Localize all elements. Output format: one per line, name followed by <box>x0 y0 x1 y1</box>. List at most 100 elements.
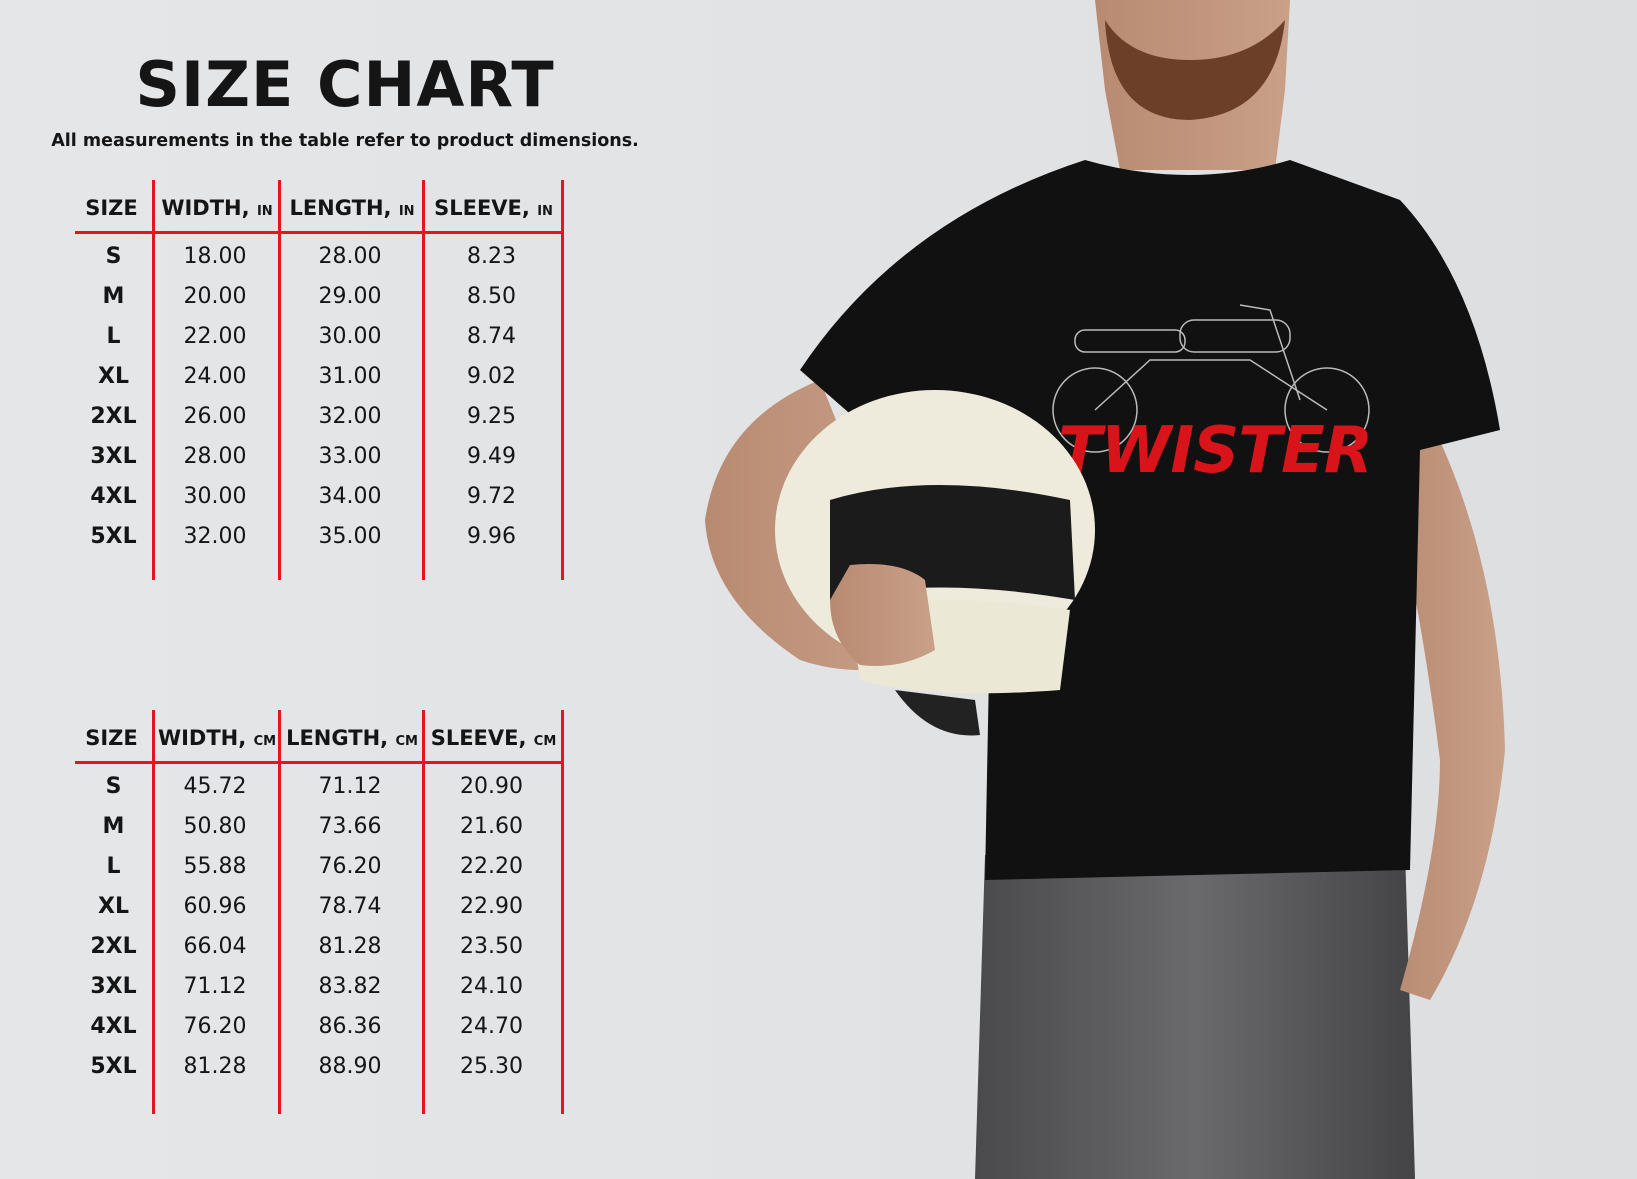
column-divider <box>561 710 564 1114</box>
size-label: M <box>102 284 125 309</box>
measurement-cell: 28.00 <box>318 244 382 269</box>
measurement-cell: 34.00 <box>318 484 382 509</box>
measurement-cell: 24.10 <box>460 974 523 999</box>
size-label: 3XL <box>90 974 137 999</box>
column-header-label: WIDTH, <box>157 726 247 750</box>
measurement-cell: 66.04 <box>183 934 247 959</box>
measurement-cell: 81.28 <box>183 1054 247 1079</box>
measurement-cell: 32.00 <box>318 404 382 429</box>
size-label: S <box>105 244 122 269</box>
size-label: 4XL <box>90 484 137 509</box>
measurement-cell: 45.72 <box>183 774 247 799</box>
size-label: L <box>106 324 121 349</box>
column-header: WIDTH, CM <box>156 726 278 750</box>
size-label: 5XL <box>90 1054 137 1079</box>
measurement-cell: 86.36 <box>318 1014 382 1039</box>
measurement-cell: 18.00 <box>183 244 247 269</box>
size-label: 2XL <box>90 934 137 959</box>
header-divider <box>75 231 564 234</box>
measurement-cell: 71.12 <box>318 774 382 799</box>
size-label: 2XL <box>90 404 137 429</box>
measurement-cell: 9.72 <box>467 484 516 509</box>
measurement-cell: 21.60 <box>460 814 523 839</box>
model-photo: TWISTER <box>705 0 1505 1179</box>
size-label: XL <box>98 894 129 919</box>
measurement-cell: 55.88 <box>183 854 247 879</box>
measurement-cell: 33.00 <box>318 444 382 469</box>
measurement-cell: 60.96 <box>183 894 247 919</box>
shirt-graphic-text: TWISTER <box>1058 414 1373 488</box>
column-header-unit: IN <box>256 204 273 219</box>
measurement-cell: 20.00 <box>183 284 247 309</box>
subtitle: All measurements in the table refer to p… <box>51 131 639 151</box>
size-label: L <box>106 854 121 879</box>
measurement-cell: 30.00 <box>183 484 247 509</box>
header-divider <box>75 761 564 764</box>
measurement-cell: 31.00 <box>318 364 382 389</box>
measurement-cell: 22.90 <box>460 894 523 919</box>
measurement-cell: 26.00 <box>183 404 247 429</box>
column-header: WIDTH, IN <box>156 196 278 220</box>
size-label: 4XL <box>90 1014 137 1039</box>
column-divider <box>561 180 564 580</box>
column-header: LENGTH, IN <box>282 196 422 220</box>
measurement-cell: 76.20 <box>183 1014 247 1039</box>
measurement-cell: 30.00 <box>318 324 382 349</box>
measurement-cell: 22.00 <box>183 324 247 349</box>
column-header-unit: IN <box>537 204 553 219</box>
measurement-cell: 28.00 <box>183 444 247 469</box>
column-divider <box>422 180 425 580</box>
helmet <box>775 390 1095 736</box>
column-header: SIZE <box>75 726 148 750</box>
measurement-cell: 73.66 <box>318 814 382 839</box>
column-header-label: LENGTH, <box>289 196 392 220</box>
column-divider <box>152 180 155 580</box>
measurement-cell: 23.50 <box>460 934 523 959</box>
measurement-cell: 81.28 <box>318 934 382 959</box>
size-label: 5XL <box>90 524 137 549</box>
column-header-label: SLEEVE, <box>434 196 530 220</box>
column-header-label: SIZE <box>85 726 138 750</box>
measurement-cell: 9.25 <box>467 404 516 429</box>
size-label: XL <box>98 364 129 389</box>
jeans <box>975 850 1415 1179</box>
black-tshirt <box>800 160 1500 880</box>
column-divider <box>422 710 425 1114</box>
column-divider <box>152 710 155 1114</box>
column-header-unit: CM <box>253 734 277 749</box>
measurement-cell: 76.20 <box>318 854 382 879</box>
measurement-cell: 83.82 <box>318 974 382 999</box>
beard <box>1105 20 1285 120</box>
measurement-cell: 35.00 <box>318 524 382 549</box>
measurement-cell: 29.00 <box>318 284 382 309</box>
measurement-cell: 50.80 <box>183 814 247 839</box>
size-label: M <box>102 814 125 839</box>
column-header-unit: CM <box>533 734 557 749</box>
measurement-cell: 22.20 <box>460 854 523 879</box>
column-header-unit: IN <box>398 204 415 219</box>
measurement-cell: 9.49 <box>467 444 516 469</box>
size-table-centimeters: SIZE WIDTH, CM LENGTH, CM SLEEVE, CM S 45.72 7… <box>75 710 565 1114</box>
measurement-cell: 8.74 <box>467 324 516 349</box>
column-header-label: SIZE <box>85 196 138 220</box>
column-divider <box>278 710 281 1114</box>
page-title: SIZE CHART <box>135 48 555 121</box>
measurement-cell: 24.70 <box>460 1014 523 1039</box>
column-header-unit: CM <box>395 734 418 749</box>
column-header-label: WIDTH, <box>161 196 250 220</box>
hand <box>830 564 935 666</box>
column-header-label: SLEEVE, <box>430 726 527 750</box>
measurement-cell: 8.50 <box>467 284 516 309</box>
size-label: S <box>105 774 122 799</box>
measurement-cell: 20.90 <box>460 774 523 799</box>
measurement-cell: 9.02 <box>467 364 516 389</box>
measurement-cell: 71.12 <box>183 974 247 999</box>
size-table-inches: SIZE WIDTH, IN LENGTH, IN SLEEVE, IN S 18.00 2… <box>75 180 565 580</box>
measurement-cell: 25.30 <box>460 1054 523 1079</box>
measurement-cell: 78.74 <box>318 894 382 919</box>
column-divider <box>278 180 281 580</box>
column-header: SIZE <box>75 196 148 220</box>
measurement-cell: 32.00 <box>183 524 247 549</box>
column-header: SLEEVE, IN <box>426 196 561 220</box>
measurement-cell: 8.23 <box>467 244 516 269</box>
